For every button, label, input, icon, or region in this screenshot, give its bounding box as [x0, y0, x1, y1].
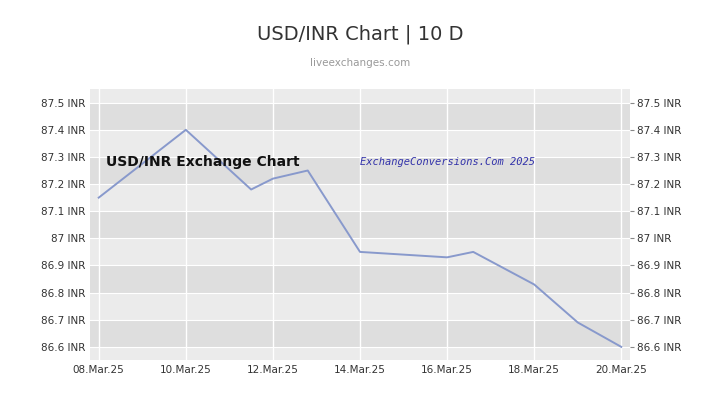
Bar [90, 293, 630, 320]
Bar [90, 320, 630, 347]
Bar [90, 239, 630, 266]
Bar [90, 266, 630, 293]
Bar [90, 211, 630, 239]
Text: ExchangeConversions.Com 2025: ExchangeConversions.Com 2025 [360, 158, 535, 167]
Bar [90, 157, 630, 184]
Text: USD/INR Chart | 10 D: USD/INR Chart | 10 D [257, 25, 463, 44]
Text: USD/INR Exchange Chart: USD/INR Exchange Chart [107, 156, 300, 169]
Bar [90, 130, 630, 157]
Bar [90, 184, 630, 211]
Text: liveexchanges.com: liveexchanges.com [310, 58, 410, 68]
Bar [90, 102, 630, 130]
